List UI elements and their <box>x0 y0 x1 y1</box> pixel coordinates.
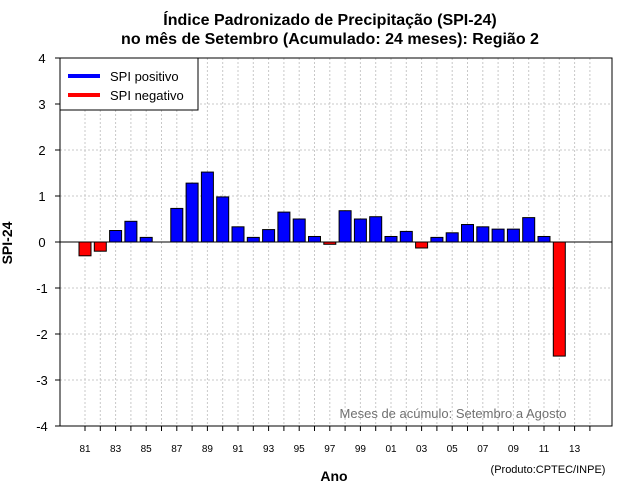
bar-1989 <box>200 171 214 243</box>
y-ticks: -4 -3 -2 -1 0 1 2 3 4 <box>36 51 60 434</box>
x-tick-label: 95 <box>294 444 306 455</box>
bar-1995 <box>292 218 306 243</box>
bar-1998 <box>338 210 352 243</box>
bar-2006 <box>461 224 474 243</box>
bar-2003 <box>415 241 429 249</box>
bar-1990 <box>216 196 230 243</box>
y-tick-label: -3 <box>36 373 48 388</box>
x-tick-label: 09 <box>508 444 520 455</box>
bar-2002 <box>399 230 413 243</box>
x-tick-label: 87 <box>171 444 183 455</box>
bar-1992 <box>246 236 260 243</box>
bar-1994 <box>277 211 291 243</box>
y-axis-label: SPI-24 <box>0 221 15 264</box>
y-tick-label: 3 <box>38 97 45 112</box>
bar-1982 <box>93 241 107 252</box>
bar-1991 <box>231 226 245 243</box>
y-tick-label: 1 <box>38 189 45 204</box>
chart-subtitle: no mês de Setembro (Acumulado: 24 meses)… <box>121 31 539 48</box>
bar-1988 <box>185 182 199 243</box>
bar-1985 <box>139 236 153 243</box>
y-tick-label: -1 <box>36 281 48 296</box>
bar-2012 <box>552 241 566 357</box>
y-tick-label: -2 <box>36 327 48 342</box>
x-tick-label: 13 <box>569 444 581 455</box>
x-ticks: 81 83 85 87 89 91 93 95 97 99 01 03 05 07 09 11 13 <box>79 426 591 455</box>
x-tick-label: 99 <box>355 444 367 455</box>
y-tick-label: 2 <box>38 143 45 158</box>
bar-1987 <box>170 207 184 243</box>
bar-1996 <box>308 235 321 243</box>
y-tick-label: -4 <box>36 419 48 434</box>
x-tick-label: 03 <box>416 444 428 455</box>
x-tick-label: 89 <box>202 444 214 455</box>
bar-2009 <box>506 228 520 243</box>
bar-2004 <box>430 236 444 243</box>
x-tick-label: 81 <box>79 444 91 455</box>
legend: SPI positivo SPI negativo <box>59 57 199 111</box>
bar-2010 <box>522 217 536 243</box>
x-tick-label: 01 <box>385 444 397 455</box>
chart-title: Índice Padronizado de Precipitação (SPI-… <box>163 10 496 29</box>
bar-2005 <box>445 232 459 243</box>
legend-label-positive: SPI positivo <box>110 69 179 84</box>
bar-1984 <box>124 220 138 243</box>
x-tick-label: 83 <box>110 444 122 455</box>
product-credit: (Produto:CPTEC/INPE) <box>491 464 606 476</box>
bar-1993 <box>262 229 276 243</box>
x-axis-label: Ano <box>320 468 347 484</box>
legend-label-negative: SPI negativo <box>110 88 184 103</box>
y-tick-label: 0 <box>38 235 45 250</box>
x-tick-label: 11 <box>539 444 550 455</box>
bar-2000 <box>369 216 383 243</box>
bar-2011 <box>537 235 551 243</box>
legend-box <box>59 57 199 111</box>
bar-1999 <box>353 218 367 243</box>
x-tick-label: 93 <box>263 444 275 455</box>
bar-2008 <box>491 228 505 243</box>
accumulation-note: Meses de acúmulo: Setembro a Agosto <box>340 406 567 421</box>
bar-2001 <box>384 235 398 243</box>
x-tick-label: 07 <box>477 444 489 455</box>
x-tick-label: 97 <box>324 444 336 455</box>
bar-1981 <box>78 241 92 257</box>
y-tick-label: 4 <box>38 51 45 66</box>
bar-1983 <box>109 230 123 243</box>
bars <box>78 171 566 357</box>
x-tick-label: 85 <box>141 444 153 455</box>
x-tick-label: 05 <box>447 444 459 455</box>
bar-2007 <box>476 226 490 243</box>
x-tick-label: 91 <box>232 444 244 455</box>
